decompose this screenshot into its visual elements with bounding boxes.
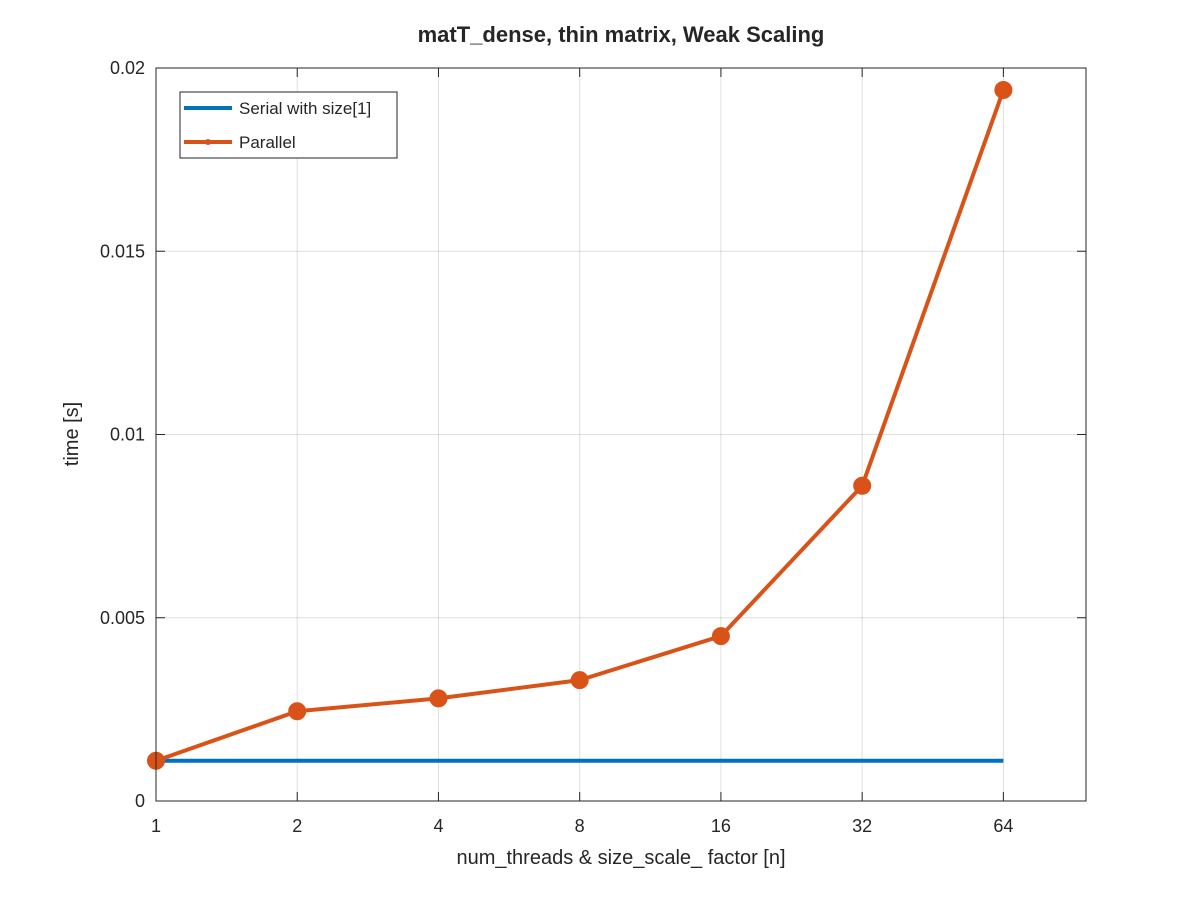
y-tick-label: 0.02	[110, 58, 145, 78]
x-tick-label: 4	[433, 816, 443, 836]
legend: Serial with size[1] Parallel	[179, 91, 398, 159]
legend-label-parallel: Parallel	[239, 133, 296, 152]
data-point	[994, 81, 1013, 99]
y-tick-label: 0	[135, 791, 145, 811]
x-tick-label: 32	[852, 816, 872, 836]
data-point	[429, 689, 448, 708]
y-tick-label: 0.005	[100, 608, 145, 628]
x-tick-label: 8	[575, 816, 585, 836]
chart-title: matT_dense, thin matrix, Weak Scaling	[418, 22, 825, 47]
data-series	[147, 81, 1013, 770]
y-axis-label: time [s]	[61, 402, 83, 466]
y-tick-label: 0.01	[110, 425, 145, 445]
data-point	[288, 702, 307, 721]
y-tick-labels: 0 0.005 0.01 0.015 0.02	[100, 58, 145, 811]
grid-lines	[156, 68, 1086, 801]
tick-marks	[155, 67, 1086, 802]
data-point	[853, 476, 872, 495]
x-tick-label: 1	[151, 816, 161, 836]
y-tick-label: 0.015	[100, 241, 145, 261]
x-tick-labels: 1 2 4 8 16 32 64	[151, 816, 1013, 836]
legend-marker-parallel	[205, 139, 211, 145]
legend-label-serial: Serial with size[1]	[239, 99, 371, 118]
legend-box	[179, 91, 398, 159]
x-tick-label: 64	[993, 816, 1013, 836]
x-tick-label: 2	[292, 816, 302, 836]
x-axis-label: num_threads & size_scale_ factor [n]	[456, 847, 785, 869]
plot-area-background	[156, 68, 1086, 801]
x-tick-label: 16	[711, 816, 731, 836]
data-point	[711, 627, 730, 646]
data-point	[570, 671, 589, 690]
